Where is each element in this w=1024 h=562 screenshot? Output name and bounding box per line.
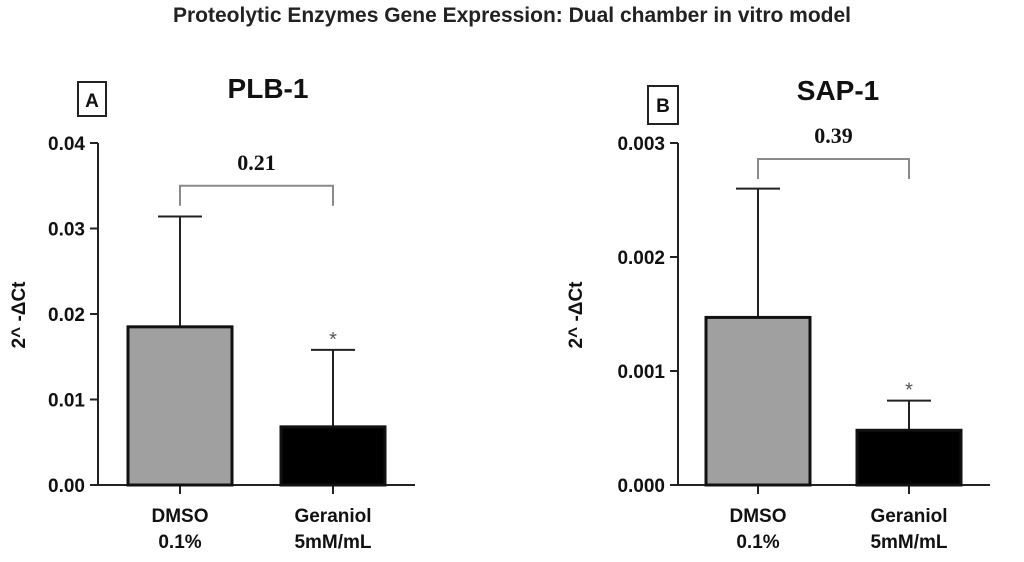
panel-a-plot: 0.00 0.01 0.02 0.03 0.04 * 0.21 [48,134,415,497]
panel-a-bar-dmso [126,325,234,487]
panel-b-title: SAP-1 [797,75,879,106]
panel-a-cat-dmso-line2: 0.1% [158,532,201,553]
panel-b-cat-geraniol-line2: 5mM/mL [870,532,947,553]
main-title: Proteolytic Enzymes Gene Expression: Dua… [173,4,851,27]
panel-b-y-tick-label: 0.003 [617,134,665,155]
panel-a-y-tick-label: 0.04 [48,134,85,155]
panel-b-cat-geraniol-line1: Geraniol [870,506,947,527]
panel-a-cat-dmso-line1: DMSO [152,506,209,527]
panel-a-letter: A [85,91,99,112]
panel-a-bar-geraniol [279,425,387,487]
panel-b-bar-dmso [704,315,812,487]
panel-a-y-tick-label: 0.02 [48,305,85,326]
panel-a-title: PLB-1 [228,73,309,104]
panel-a-cat-geraniol-line1: Geraniol [294,506,371,527]
panel-a: A PLB-1 2^ -ΔCt 0.00 0.01 0.02 0.03 0.04 * 0.2… [9,73,415,553]
panel-a-letter-box [77,81,107,117]
panel-b-plot: 0.000 0.001 0.002 0.003 * 0.39 [617,123,990,497]
panel-b-cat-dmso-line1: DMSO [730,506,787,527]
panel-b-letter-box [647,85,679,125]
panel-b-bar-geraniol [855,428,963,487]
panel-b-y-tick-label: 0.000 [617,476,665,497]
panel-b-cat-dmso-line2: 0.1% [736,532,779,553]
panel-b-y-axis-label: 2^ -ΔCt [566,281,587,349]
panel-a-y-tick-label: 0.01 [48,391,85,412]
panel-b-y-tick-label: 0.002 [617,248,665,269]
panel-b-significance-geraniol: * [905,380,913,402]
panel-b-comparison-bracket [757,157,910,179]
panel-a-y-axis-label: 2^ -ΔCt [9,281,30,349]
panel-a-y-tick-label: 0.03 [48,220,85,241]
panel-a-comparison-bracket [179,184,334,206]
panel-b-p-value: 0.39 [814,123,853,148]
panel-a-cat-geraniol-line2: 5mM/mL [294,532,371,553]
panel-b-letter: B [656,96,670,117]
panel-a-p-value: 0.21 [237,150,276,175]
panel-b: B SAP-1 2^ -ΔCt 0.000 0.001 0.002 0.003 * 0.3… [566,75,990,553]
panel-b-y-tick-label: 0.001 [617,362,665,383]
panel-a-significance-geraniol: * [329,329,337,351]
panel-a-y-tick-label: 0.00 [48,476,85,497]
